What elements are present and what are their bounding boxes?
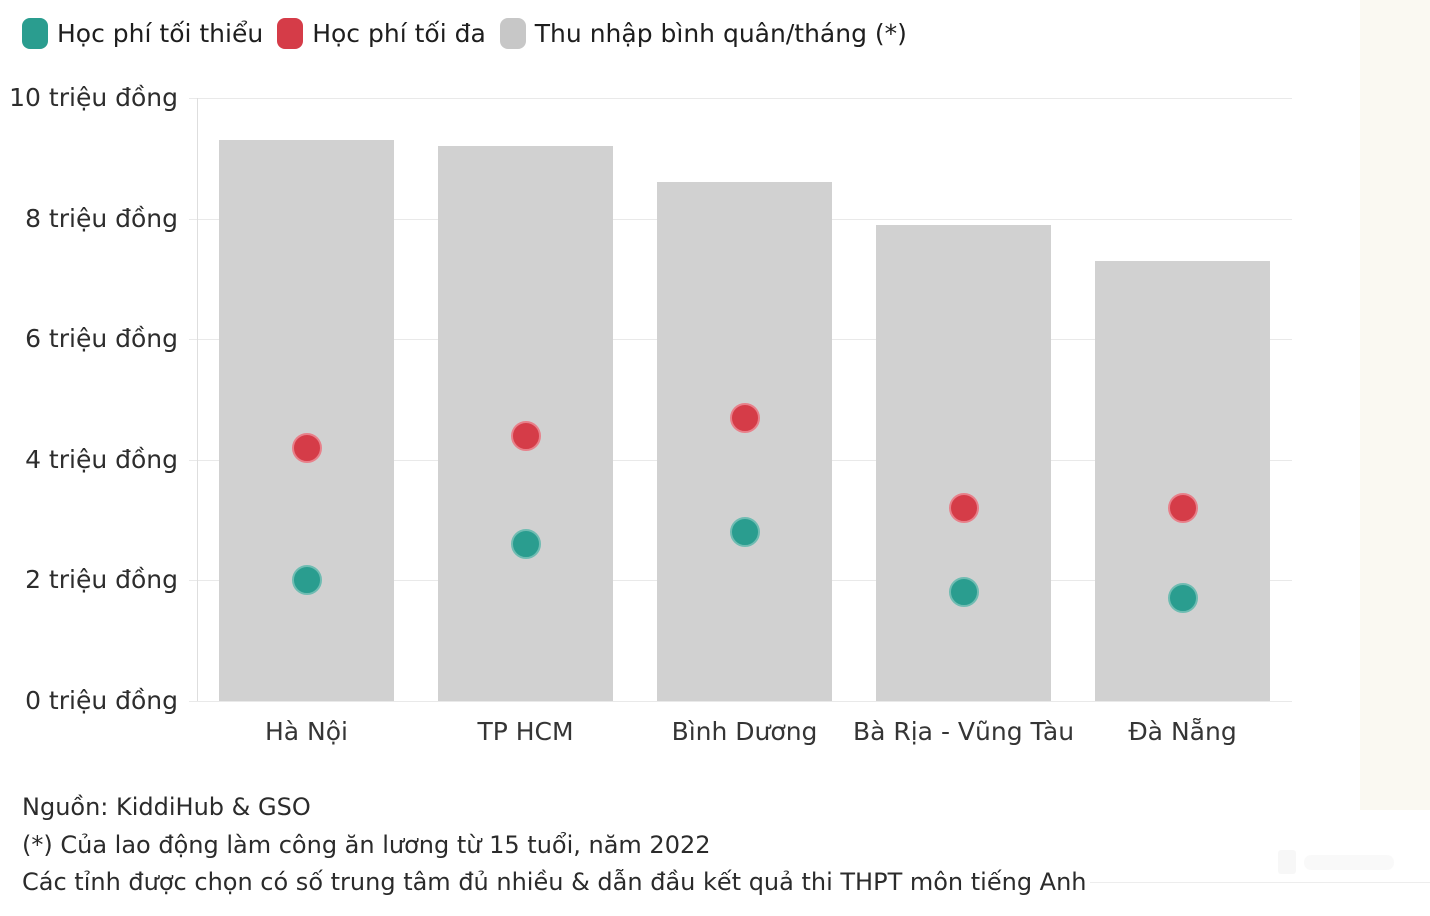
legend-item-avg-income[interactable]: Thu nhập bình quân/tháng (*)	[499, 18, 907, 49]
max-tuition-dot-4[interactable]	[948, 493, 979, 524]
watermark-logo-icon	[1278, 850, 1296, 874]
footnote-provinces: Các tỉnh được chọn có số trung tâm đủ nh…	[22, 868, 1087, 896]
legend-label: Học phí tối đa	[312, 19, 486, 48]
max-tuition-dot-5[interactable]	[1167, 493, 1198, 524]
legend-item-min-tuition[interactable]: Học phí tối thiểu	[22, 18, 263, 49]
legend-swatch-avg-income	[499, 18, 526, 49]
legend-swatch-min-tuition	[22, 18, 48, 49]
chart-legend: Học phí tối thiểu Học phí tối đa Thu nhập …	[22, 18, 907, 49]
income-bar-4[interactable]	[876, 224, 1051, 701]
watermark-divider	[1090, 882, 1430, 883]
x-axis-label: Đà Nẵng	[1128, 717, 1237, 746]
legend-label: Thu nhập bình quân/tháng (*)	[534, 19, 907, 48]
x-axis-label: Bà Rịa - Vũng Tàu	[852, 717, 1075, 746]
x-axis-label: Bình Dương	[671, 717, 818, 746]
y-axis-tick-label: 10 triệu đồng	[9, 83, 178, 112]
footer: Nguồn: KiddiHub & GSO (*) Của lao động l…	[22, 789, 1087, 902]
legend-item-max-tuition[interactable]: Học phí tối đa	[277, 18, 486, 49]
watermark	[1278, 850, 1396, 876]
y-axis-tick-label: 8 triệu đồng	[25, 203, 178, 233]
footnote-income: (*) Của lao động làm công ăn lương từ 15…	[22, 830, 711, 859]
gridline-10	[189, 98, 1292, 99]
legend-swatch-max-tuition	[277, 18, 304, 49]
x-axis-label: TP HCM	[477, 717, 574, 746]
income-bar-5[interactable]	[1095, 260, 1270, 701]
min-tuition-dot-3[interactable]	[729, 517, 760, 548]
income-bar-1[interactable]	[219, 140, 394, 701]
legend-label: Học phí tối thiểu	[57, 19, 264, 48]
max-tuition-dot-2[interactable]	[510, 420, 541, 451]
min-tuition-dot-2[interactable]	[510, 529, 541, 560]
y-axis-line	[197, 98, 198, 701]
max-tuition-dot-3[interactable]	[729, 402, 760, 433]
x-axis-label: Hà Nội	[264, 717, 348, 746]
y-axis-tick-label: 6 triệu đồng	[25, 324, 178, 354]
watermark-text-blur	[1304, 855, 1394, 870]
min-tuition-dot-5[interactable]	[1167, 583, 1198, 614]
y-axis-tick-label: 0 triệu đồng	[25, 686, 178, 715]
y-axis-tick-label: 2 triệu đồng	[25, 565, 178, 595]
income-bar-3[interactable]	[657, 182, 832, 701]
gridline-0	[189, 701, 1292, 702]
source-note: Nguồn: KiddiHub & GSO	[22, 793, 311, 821]
right-edge-strip	[1360, 0, 1430, 810]
y-axis-tick-label: 4 triệu đồng	[25, 444, 178, 474]
max-tuition-dot-1[interactable]	[291, 432, 322, 463]
min-tuition-dot-4[interactable]	[948, 577, 979, 608]
min-tuition-dot-1[interactable]	[291, 565, 322, 596]
